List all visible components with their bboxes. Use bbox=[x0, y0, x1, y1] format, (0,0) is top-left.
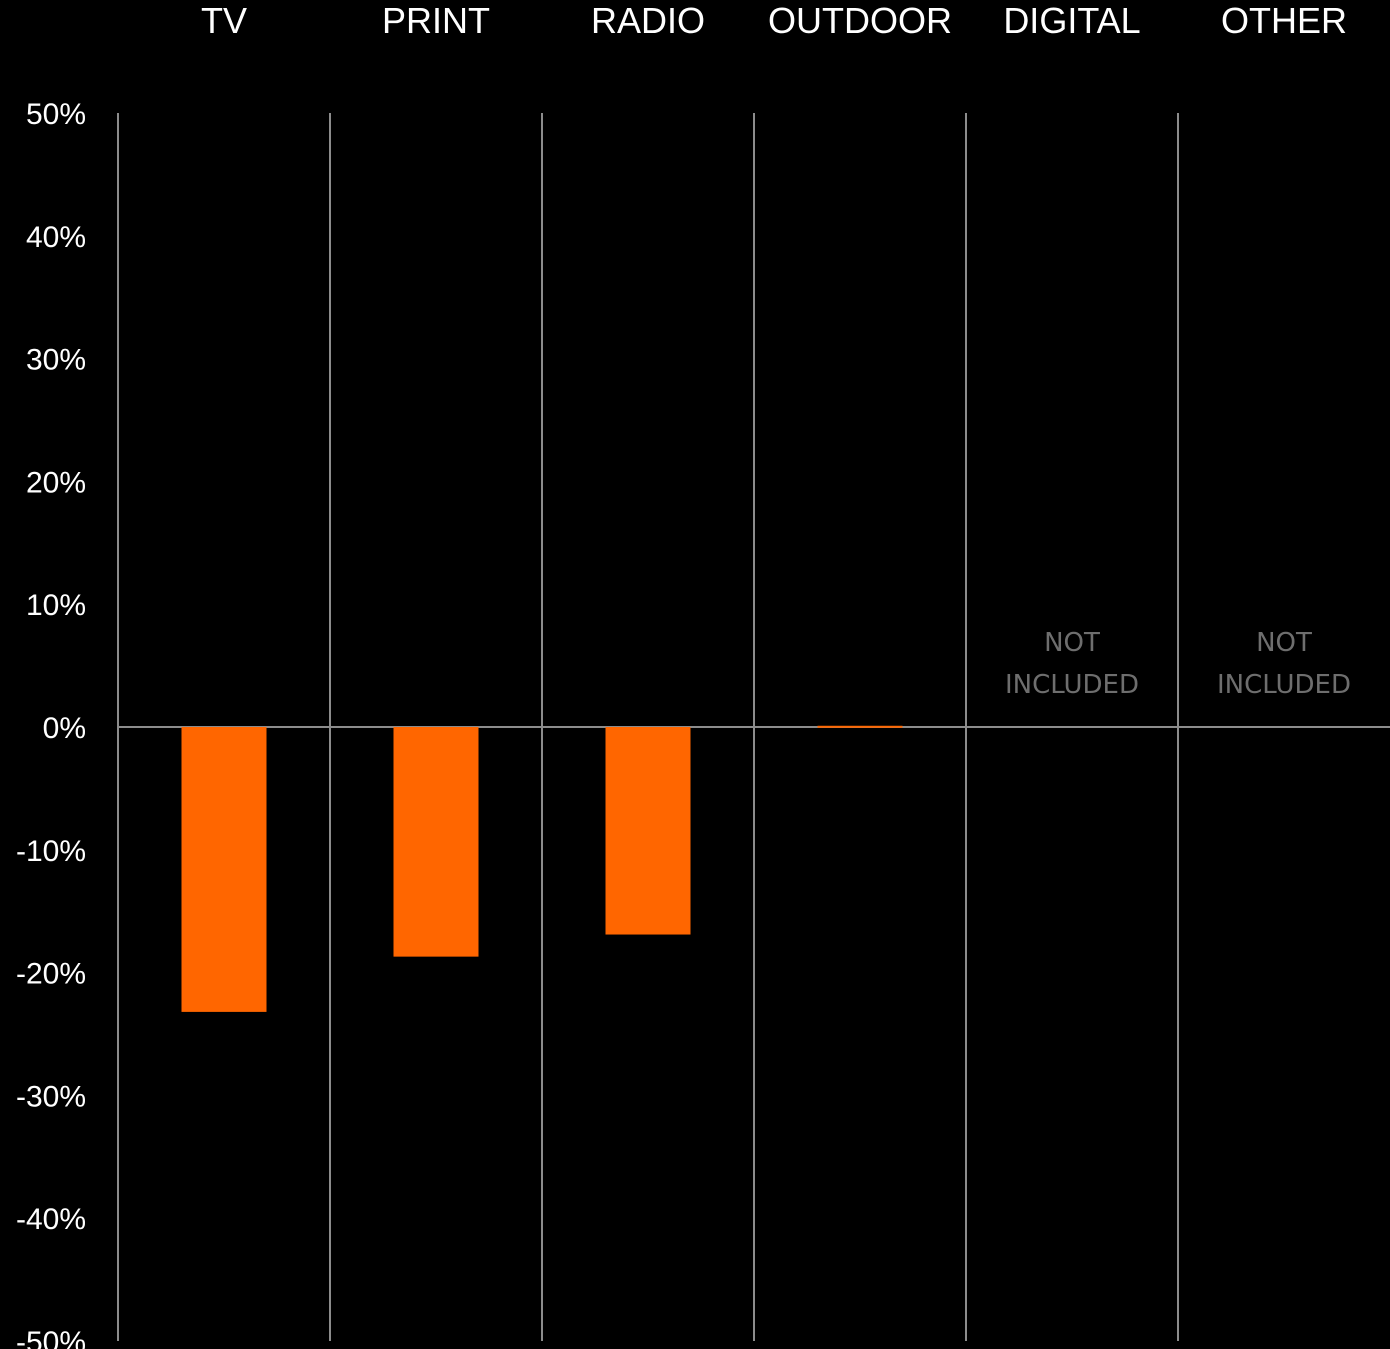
bar-radio bbox=[605, 727, 691, 935]
y-tick-label: -40% bbox=[16, 1203, 86, 1236]
not-included-label: NOT bbox=[1256, 628, 1312, 658]
category-label: OUTDOOR bbox=[768, 0, 952, 41]
category-label: PRINT bbox=[382, 0, 490, 41]
y-tick-label: -20% bbox=[16, 958, 86, 991]
y-tick-label: 20% bbox=[26, 466, 86, 499]
bar-tv bbox=[181, 727, 267, 1012]
y-tick-label: -10% bbox=[16, 835, 86, 868]
y-tick-label: 0% bbox=[43, 712, 86, 745]
y-tick-label: -30% bbox=[16, 1080, 86, 1113]
not-included-label: INCLUDED bbox=[1217, 670, 1351, 700]
y-tick-label: 50% bbox=[26, 98, 86, 131]
not-included-label: INCLUDED bbox=[1005, 670, 1139, 700]
y-tick-label: 40% bbox=[26, 221, 86, 254]
not-included-label: NOT bbox=[1044, 628, 1100, 658]
category-label: RADIO bbox=[591, 0, 705, 41]
y-tick-label: 10% bbox=[26, 589, 86, 622]
category-label: DIGITAL bbox=[1003, 0, 1140, 41]
bar-print bbox=[393, 727, 479, 957]
category-label: TV bbox=[201, 0, 247, 41]
category-label: OTHER bbox=[1221, 0, 1347, 41]
y-tick-label: -50% bbox=[16, 1326, 86, 1349]
y-tick-label: 30% bbox=[26, 344, 86, 377]
bar-outdoor bbox=[817, 725, 903, 728]
